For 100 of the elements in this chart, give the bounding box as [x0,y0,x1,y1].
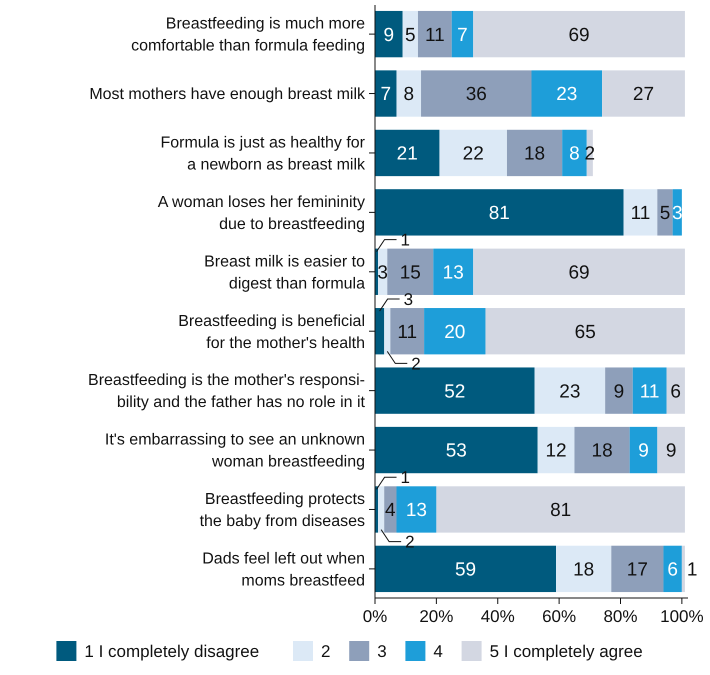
legend-label: 3 [377,642,387,661]
bar [630,426,658,474]
data-label: 11 [640,381,660,402]
bar [485,308,685,354]
bar [424,308,486,354]
bar [421,70,532,117]
data-label: 6 [667,560,678,581]
data-label: 52 [444,381,466,402]
y-tick-label: Breastfeeding is the mother's responsi- bility and the father has no role in it [88,372,366,412]
y-tick-label: Breastfeeding protects the baby from diseases [200,491,365,530]
data-label: 1 [400,230,410,250]
data-label: 53 [446,440,467,462]
y-tick-label: Breastfeeding is beneficial for the mother's health [178,312,365,352]
data-label: 3 [672,203,683,224]
data-label: 11 [630,203,650,224]
y-tick-label: A woman loses her femininity due to breastfeeding [158,194,365,233]
x-tick-label: 60% [542,607,576,626]
bar [532,70,602,117]
bar [602,70,685,117]
data-label: 7 [457,24,468,46]
y-tick-label: Formula is just as healthy for a newborn as breast milk [160,134,366,174]
data-label: 22 [462,144,484,165]
data-label: 12 [545,440,567,462]
data-label: 1 [686,560,698,581]
data-label: 3 [377,262,388,284]
bar [375,130,440,176]
data-label: 27 [632,84,654,106]
legend-label: 1 I completely disagree [84,642,260,661]
bar [574,426,630,474]
data-label: 3 [404,290,414,309]
data-label: 6 [670,381,682,402]
y-tick-label: Breastfeeding is much more comfortable than formula feeding [131,16,366,55]
y-tick-label: It's embarrassing to see an unknown woman breastfeeding [104,432,365,471]
data-label: 11 [397,322,418,343]
bar [378,486,384,533]
data-label: 15 [400,262,421,284]
data-label: 21 [396,144,418,165]
bar [562,130,587,176]
bar [682,546,685,592]
bar [375,308,384,354]
data-label: 23 [556,84,578,106]
x-tick-label: 80% [603,607,638,626]
data-label: 13 [406,500,427,522]
bar [375,70,396,117]
data-label: 65 [574,322,596,343]
bar [375,546,556,592]
legend-label: 4 [433,642,443,661]
bar [384,308,390,354]
data-label: 4 [385,500,396,522]
data-label: 18 [524,144,546,165]
data-label: 9 [666,440,676,462]
bar [433,248,474,295]
legend-label: 5 I completely agree [490,642,643,661]
bar [473,10,685,58]
data-label: 69 [568,24,590,46]
x-tick-label: 40% [480,607,515,626]
data-label: 7 [380,84,392,106]
bar [396,486,436,533]
legend-label: 2 [321,642,330,661]
bar [506,130,562,176]
data-label: 81 [550,500,572,522]
bar [436,486,685,533]
y-tick-label: Dads feel left out when moms breastfeed [202,550,365,590]
bar [439,130,507,176]
x-tick-label: 100% [660,607,704,626]
bar [375,10,403,58]
bar [452,10,474,58]
bar [534,367,606,414]
bar [390,308,424,354]
data-label: 20 [444,322,466,343]
data-label: 36 [466,84,487,106]
data-label: 17 [626,560,648,581]
bar [387,248,434,295]
data-label: 18 [573,560,594,581]
data-label: 23 [559,381,580,402]
bar [538,426,574,474]
bar [605,367,633,414]
bar [632,367,667,414]
y-tick-label: Breast milk is easier to digest than formula [204,253,366,292]
x-tick-label: 0% [362,607,388,626]
bar [556,546,612,592]
bar [657,426,685,474]
bar [666,367,685,414]
data-label: 18 [592,440,613,462]
data-label: 8 [569,144,580,165]
data-label: 59 [454,560,476,581]
bar [402,10,418,58]
data-label: 11 [424,24,445,46]
data-label: 69 [568,262,590,284]
data-label: 1 [400,468,410,488]
data-label: 81 [488,203,510,224]
data-label: 5 [405,24,416,46]
data-label: 9 [384,24,394,46]
bar [396,70,422,117]
bar [611,546,664,592]
data-label: 9 [638,440,649,462]
y-tick-label: Most mothers have enough breast milk [89,86,366,104]
data-label: 13 [442,262,464,284]
bar [384,486,396,533]
data-label: 5 [660,203,670,224]
